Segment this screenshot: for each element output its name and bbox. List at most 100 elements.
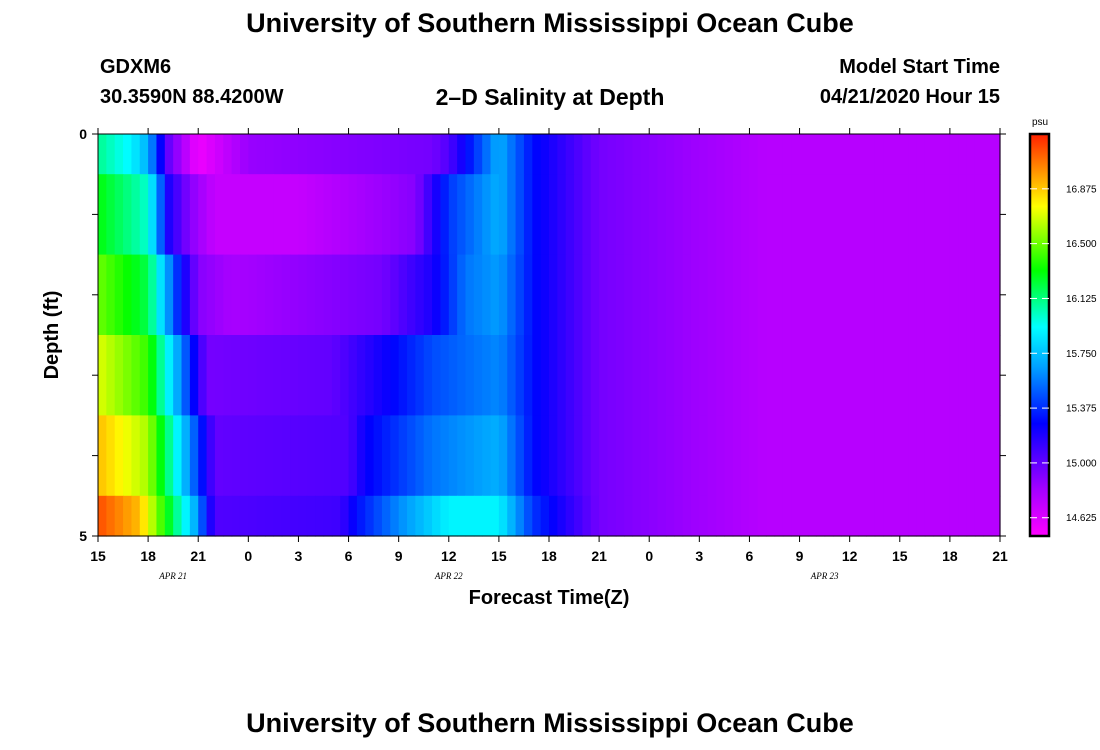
heatmap-cell: [782, 254, 792, 336]
heatmap-cell: [214, 134, 224, 175]
heatmap-cell: [540, 174, 550, 256]
heatmap-cell: [757, 415, 767, 497]
heatmap-cell: [582, 415, 592, 497]
heatmap-cell: [273, 415, 283, 497]
heatmap-cell: [824, 415, 834, 497]
heatmap-cell: [415, 254, 425, 336]
heatmap-cell: [532, 495, 542, 537]
heatmap-cell: [465, 415, 475, 497]
x-tick-label: 15: [491, 548, 507, 564]
heatmap-cell: [515, 254, 525, 336]
heatmap-cell: [574, 495, 584, 537]
x-tick-label: 3: [295, 548, 303, 564]
heatmap-cell: [791, 415, 801, 497]
heatmap-cell: [98, 134, 107, 175]
heatmap-cell: [682, 415, 692, 497]
heatmap-cell: [114, 174, 124, 256]
heatmap-cell: [649, 415, 659, 497]
heatmap-cell: [248, 174, 258, 256]
heatmap-cell: [607, 134, 617, 175]
heatmap-cell: [549, 134, 558, 175]
heatmap-cell: [482, 495, 492, 537]
heatmap-cell: [231, 174, 241, 256]
heatmap-cell: [407, 134, 416, 175]
heatmap-cell: [106, 174, 116, 256]
heatmap-cell: [849, 254, 859, 336]
heatmap-cell: [331, 134, 341, 175]
heatmap-cell: [214, 415, 224, 497]
heatmap-cell: [423, 174, 433, 256]
heatmap-cell: [273, 254, 283, 336]
heatmap-cell: [640, 134, 650, 175]
heatmap-cell: [448, 335, 458, 416]
heatmap-cell: [281, 254, 291, 336]
heatmap-cell: [807, 495, 817, 537]
heatmap-cell: [791, 254, 801, 336]
heatmap-cell: [231, 134, 241, 175]
heatmap-cell: [256, 415, 266, 497]
heatmap-cell: [540, 495, 550, 537]
heatmap-cell: [690, 335, 700, 416]
heatmap-cell: [540, 254, 550, 336]
heatmap-cell: [490, 254, 500, 336]
heatmap-cell: [615, 254, 625, 336]
heatmap-cell: [181, 335, 191, 416]
heatmap-cell: [507, 254, 517, 336]
heatmap-cell: [473, 254, 483, 336]
heatmap-cell: [98, 415, 107, 497]
heatmap-cell: [415, 134, 425, 175]
y-axis: 05: [79, 126, 1006, 544]
heatmap-cell: [407, 254, 416, 336]
x-tick-label: 18: [541, 548, 557, 564]
heatmap-cell: [599, 415, 609, 497]
heatmap-cell: [908, 174, 918, 256]
heatmap-cell: [674, 134, 684, 175]
heatmap-cell: [298, 335, 308, 416]
heatmap-cell: [515, 335, 525, 416]
heatmap-cell: [707, 254, 717, 336]
heatmap-cell: [766, 415, 776, 497]
heatmap-cell: [891, 134, 901, 175]
y-tick-label: 0: [79, 126, 87, 142]
heatmap-cell: [916, 415, 926, 497]
heatmap-cell: [557, 174, 567, 256]
heatmap-cell: [983, 254, 993, 336]
x-tick-label: 18: [140, 548, 156, 564]
heatmap-cell: [390, 254, 400, 336]
heatmap-cell: [807, 254, 817, 336]
heatmap-cell: [832, 335, 842, 416]
heatmap-cell: [315, 335, 325, 416]
heatmap-cell: [858, 254, 867, 336]
heatmap-cell: [590, 174, 600, 256]
heatmap-cell: [448, 495, 458, 537]
heatmap-cell: [189, 415, 199, 497]
heatmap-cell: [841, 174, 851, 256]
heatmap-cell: [381, 495, 391, 537]
heatmap-cell: [599, 254, 609, 336]
heatmap-cell: [574, 174, 584, 256]
heatmap-cell: [824, 134, 834, 175]
heatmap-cell: [281, 495, 291, 537]
heatmap-cell: [699, 254, 709, 336]
heatmap-cell: [816, 254, 826, 336]
colorbar-unit: psu: [1032, 117, 1048, 128]
heatmap-cell: [306, 335, 316, 416]
heatmap-cell: [290, 415, 300, 497]
heatmap-cell: [599, 174, 609, 256]
heatmap-cell: [323, 495, 333, 537]
heatmap-cell: [523, 415, 533, 497]
heatmap-cell: [724, 174, 734, 256]
heatmap-cell: [908, 134, 918, 175]
heatmap-cell: [131, 495, 141, 537]
heatmap-cell: [607, 415, 617, 497]
heatmap-cell: [490, 134, 500, 175]
heatmap-cell: [440, 134, 450, 175]
heatmap-cell: [356, 415, 366, 497]
heatmap-cell: [198, 495, 208, 537]
heatmap-cell: [356, 335, 366, 416]
heatmap-cell: [941, 495, 951, 537]
heatmap-cell: [114, 254, 124, 336]
heatmap-cell: [432, 254, 442, 336]
heatmap-cell: [281, 174, 291, 256]
heatmap-cell: [908, 495, 918, 537]
